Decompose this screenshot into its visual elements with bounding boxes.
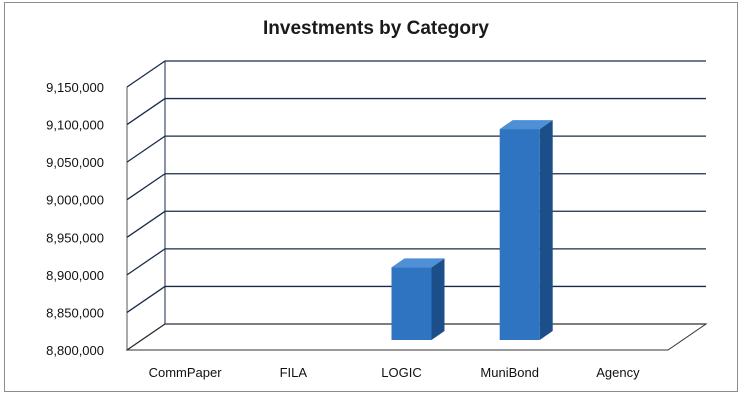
gridline: [126, 210, 706, 238]
gridline: [126, 173, 706, 201]
bar-logic: [391, 258, 445, 340]
y-tick-label: 8,800,000: [46, 343, 104, 358]
x-category-label: Agency: [596, 365, 640, 380]
bars: [391, 120, 553, 340]
y-tick-label: 9,150,000: [46, 80, 104, 95]
y-tick-label: 9,050,000: [46, 155, 104, 170]
gridline: [126, 135, 706, 163]
chart-frame: [4, 2, 738, 392]
bar-top: [391, 258, 445, 268]
bar-side: [539, 120, 553, 340]
floor: [125, 323, 708, 351]
y-tick-label: 9,000,000: [46, 193, 104, 208]
y-tick-label: 8,900,000: [46, 268, 104, 283]
bar-top: [499, 120, 553, 130]
x-category-label: MuniBond: [480, 365, 539, 380]
bar-side: [431, 258, 445, 340]
x-category-label: LOGIC: [381, 365, 421, 380]
gridline: [126, 60, 706, 88]
chart-title: Investments by Category: [263, 18, 489, 39]
y-tick-label: 8,850,000: [46, 305, 104, 320]
y-tick-label: 8,950,000: [46, 230, 104, 245]
bar-munibond: [499, 120, 553, 340]
y-axis-ticks: 8,800,000 8,850,000 8,900,000 8,950,000 9,00…: [46, 80, 104, 358]
bar-front: [499, 129, 540, 340]
x-category-label: FILA: [280, 365, 308, 380]
gridline: [126, 97, 706, 126]
bar-front: [391, 267, 432, 340]
y-tick-label: 9,100,000: [46, 118, 104, 133]
x-axis-categories: CommPaper FILA LOGIC MuniBond Agency: [149, 365, 640, 380]
x-category-label: CommPaper: [149, 365, 223, 380]
